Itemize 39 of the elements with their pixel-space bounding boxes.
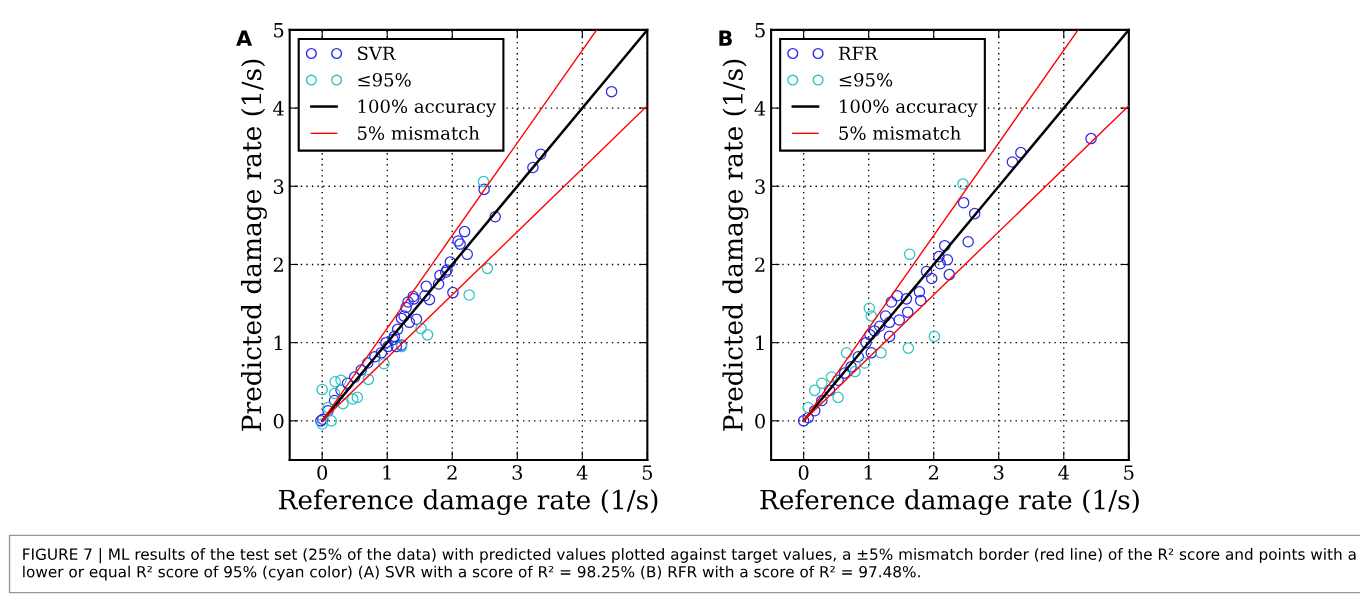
x-tick-label: 5 (642, 465, 653, 480)
legend-label: SVR (358, 46, 396, 61)
y-tick-label: 2 (273, 257, 283, 272)
x-tick-label: 2 (447, 465, 457, 480)
y-tick-label: 0 (273, 413, 284, 429)
y-tick-label: 1 (756, 335, 764, 351)
y-tick-label: 4 (754, 101, 766, 116)
legend-label: 100% accuracy (358, 99, 497, 117)
chart-title: B (719, 30, 732, 46)
y-tick-label: 3 (755, 179, 765, 194)
y-tick-label: 1 (274, 335, 283, 351)
x-tick-label: 5 (1124, 465, 1134, 480)
y-tick-label: 5 (274, 23, 284, 38)
legend-label: 5% mismatch (358, 125, 480, 140)
x-tick-label: 3 (994, 465, 1004, 480)
x-axis-title: Reference damage rate (1/s) (279, 489, 658, 516)
x-tick-label: 2 (928, 465, 938, 480)
y-axis-title: Predicted damage rate (1/s) (722, 59, 749, 431)
legend-label: ≤95% (839, 72, 893, 87)
legend-label: ≤95% (358, 72, 411, 87)
y-axis-title: Predicted damage rate (1/s) (240, 59, 267, 431)
x-tick-label: 3 (512, 465, 523, 480)
x-tick-label: 0 (317, 465, 328, 480)
y-tick-label: 3 (273, 179, 284, 194)
x-tick-label: 0 (798, 465, 809, 480)
legend-label: RFR (838, 46, 879, 60)
x-tick-label: 1 (383, 465, 391, 480)
chart-title: A (236, 30, 253, 46)
x-tick-label: 4 (576, 465, 588, 480)
x-tick-label: 1 (864, 465, 873, 480)
legend-label: 100% accuracy (840, 99, 978, 117)
y-tick-label: 4 (273, 101, 284, 116)
y-tick-label: 5 (755, 23, 765, 38)
x-axis-title: Reference damage rate (1/s) (760, 489, 1139, 516)
caption: FIGURE 7 | ML results of the test set (25% of the data) with predicted values plotted against target values, a ±5% mismatch border (red line) of the R² score and points with a lower or equal R² score of 95% (cyan color) (A) SVR with a score of R² = 98.25% (B) RFR with a score of R² = 97.48%. (23, 548, 1356, 581)
x-tick-label: 4 (1058, 465, 1069, 480)
y-tick-label: 2 (755, 257, 765, 272)
legend-label: 5% mismatch (839, 125, 961, 140)
y-tick-label: 0 (755, 413, 765, 429)
